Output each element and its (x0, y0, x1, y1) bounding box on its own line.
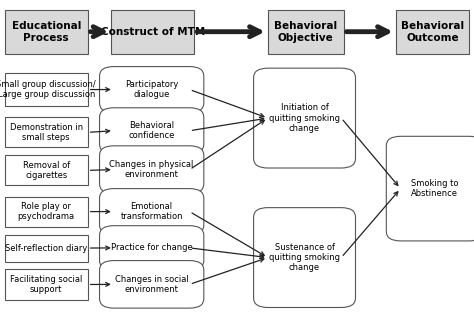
Text: Self-reflection diary: Self-reflection diary (5, 243, 87, 253)
Text: Role play or
psychodrama: Role play or psychodrama (18, 202, 75, 221)
FancyBboxPatch shape (100, 67, 204, 113)
Text: Participatory
dialogue: Participatory dialogue (125, 80, 178, 99)
FancyBboxPatch shape (5, 10, 88, 54)
Text: Practice for change: Practice for change (111, 243, 192, 252)
Text: Changes in physical
environment: Changes in physical environment (109, 160, 194, 179)
FancyBboxPatch shape (5, 73, 88, 106)
FancyBboxPatch shape (5, 117, 88, 147)
FancyBboxPatch shape (100, 189, 204, 235)
Text: Behavioral
Objective: Behavioral Objective (274, 21, 337, 42)
FancyBboxPatch shape (254, 68, 356, 168)
FancyBboxPatch shape (268, 10, 344, 54)
FancyBboxPatch shape (100, 108, 204, 154)
Text: Removal of
cigarettes: Removal of cigarettes (23, 161, 70, 180)
FancyBboxPatch shape (100, 261, 204, 308)
FancyBboxPatch shape (5, 269, 88, 300)
FancyBboxPatch shape (396, 10, 469, 54)
Text: Demonstration in
small steps: Demonstration in small steps (9, 123, 83, 142)
Text: Construct of MTM: Construct of MTM (101, 27, 205, 37)
Text: Behavioral
Outcome: Behavioral Outcome (401, 21, 464, 42)
Text: Educational
Process: Educational Process (11, 21, 81, 42)
Text: Sustenance of
quitting smoking
change: Sustenance of quitting smoking change (269, 243, 340, 273)
FancyBboxPatch shape (254, 208, 356, 307)
Text: Initiation of
quitting smoking
change: Initiation of quitting smoking change (269, 103, 340, 133)
Text: Emotional
transformation: Emotional transformation (120, 202, 183, 221)
FancyBboxPatch shape (100, 146, 204, 193)
Text: Facilitating social
support: Facilitating social support (10, 275, 82, 294)
FancyBboxPatch shape (386, 136, 474, 241)
FancyBboxPatch shape (5, 235, 88, 262)
Text: Behavioral
confidence: Behavioral confidence (128, 121, 175, 140)
Text: Changes in social
environment: Changes in social environment (115, 275, 189, 294)
FancyBboxPatch shape (5, 197, 88, 227)
Text: Smoking to
Abstinence: Smoking to Abstinence (411, 179, 459, 198)
FancyBboxPatch shape (111, 10, 194, 54)
FancyBboxPatch shape (100, 226, 204, 270)
Text: Small group discussion/
Large group discussion: Small group discussion/ Large group disc… (0, 80, 96, 99)
FancyBboxPatch shape (5, 155, 88, 185)
